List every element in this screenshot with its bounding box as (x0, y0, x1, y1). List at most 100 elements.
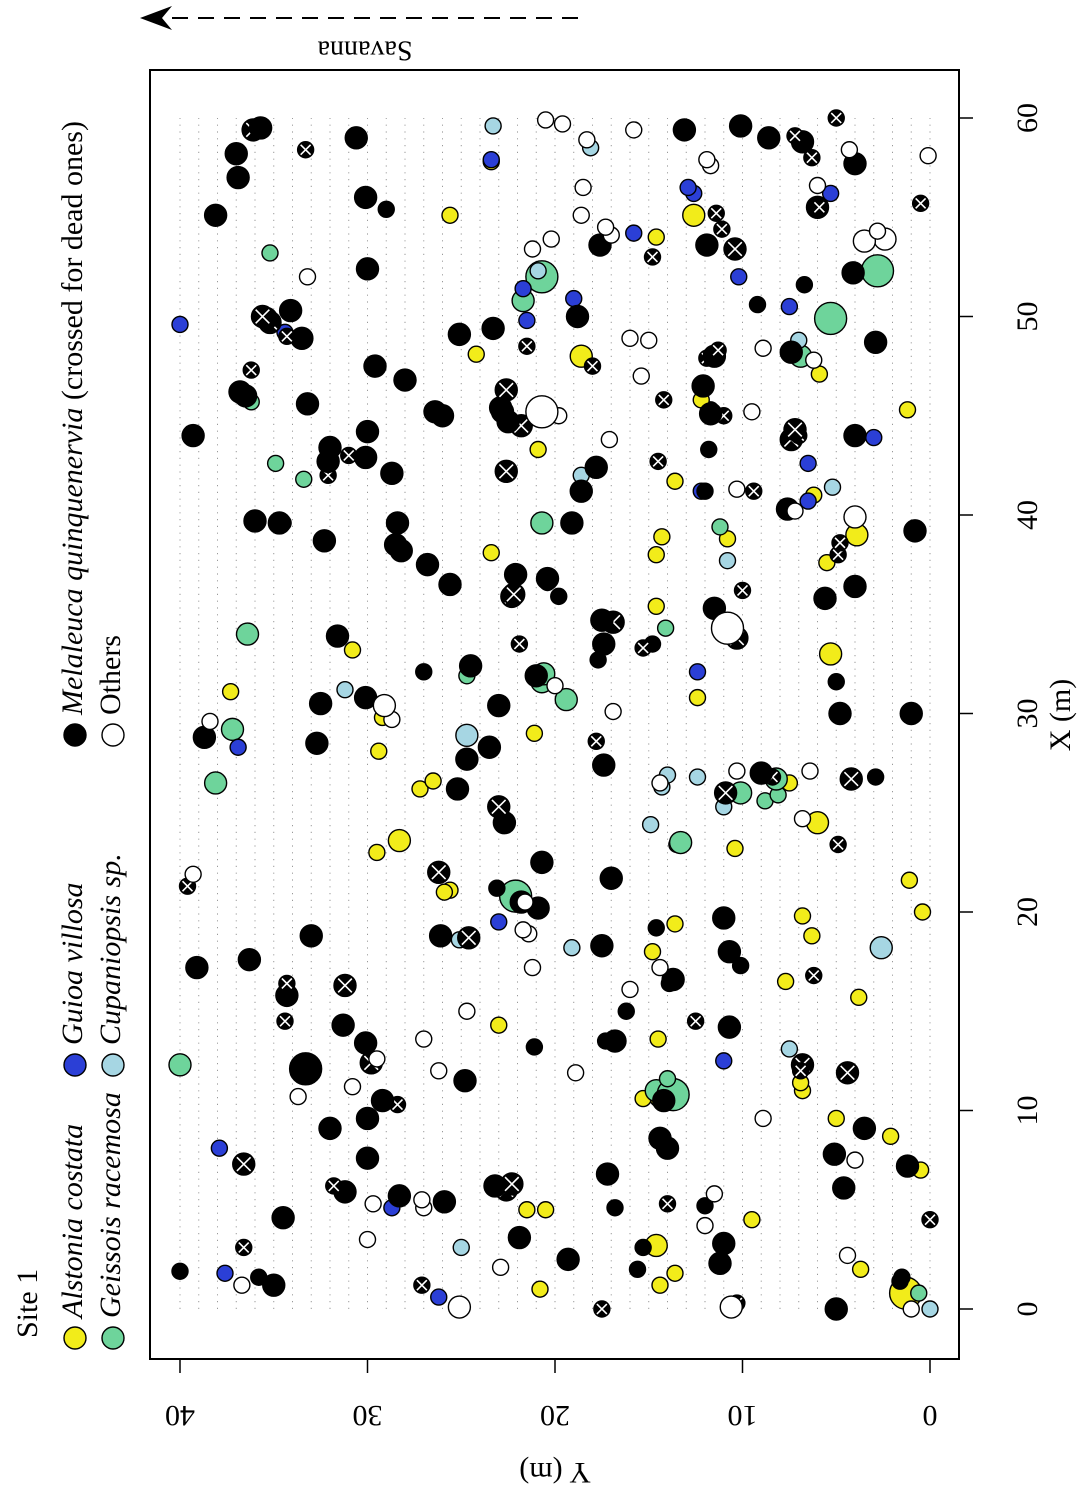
others-point (491, 1258, 510, 1277)
alstonia-point (803, 927, 821, 945)
dead-cross-mark (506, 587, 522, 602)
dead-cross-mark (337, 978, 353, 993)
dead-cross-mark (806, 152, 818, 164)
alstonia-point (411, 780, 429, 798)
melaleuca-point (488, 879, 506, 897)
others-point (604, 702, 622, 721)
others-point (621, 329, 639, 348)
melaleuca-point (592, 753, 616, 777)
cupaniopsis-point (563, 939, 581, 957)
melaleuca-point (363, 354, 387, 378)
y-tick-label: 40 (165, 1399, 195, 1432)
guioa-point (799, 454, 817, 473)
others-point (852, 229, 877, 253)
others-point (754, 1109, 772, 1128)
melaleuca-point (661, 967, 685, 992)
dead-cross-mark (590, 735, 602, 747)
cupaniopsis-point (455, 723, 479, 748)
melaleuca-point (634, 1238, 652, 1257)
melaleuca-point (606, 1199, 624, 1217)
alstonia-point (682, 203, 706, 227)
melaleuca-point (757, 126, 781, 150)
dead-cross-mark (915, 197, 927, 209)
geissois-point (168, 1053, 192, 1077)
dead-cross-mark (431, 864, 447, 880)
melaleuca-point (843, 574, 867, 599)
cupaniopsis-point (452, 1238, 470, 1257)
melaleuca-point (647, 919, 665, 937)
dead-cross-mark (279, 1015, 291, 1027)
melaleuca-point (181, 423, 205, 448)
alstonia-point (649, 1030, 667, 1048)
guioa-point (625, 224, 643, 242)
alstonia-point (666, 1264, 684, 1282)
dead-cross-mark (343, 449, 355, 461)
others-point (705, 1185, 724, 1203)
geissois-point (261, 244, 279, 262)
alstonia-point (441, 206, 459, 224)
others-point (546, 677, 564, 695)
cupaniopsis-point (641, 815, 660, 834)
alstonia-point (653, 528, 671, 546)
alstonia-point (651, 1276, 669, 1294)
alstonia-point (518, 1201, 536, 1219)
others-point (542, 230, 560, 248)
dead-cross-mark (716, 223, 728, 235)
melaleuca-point (708, 1251, 732, 1276)
others-point (754, 339, 772, 357)
others-point (743, 403, 761, 421)
dead-cross-mark (652, 455, 664, 467)
melaleuca-point (550, 587, 568, 606)
dead-cross-mark (281, 977, 293, 989)
guioa-point (565, 289, 583, 308)
cupaniopsis-point (718, 551, 737, 570)
legend-label-cupaniopsis: Cupaniopsis sp. (94, 853, 127, 1045)
y-tick-label: 0 (923, 1399, 938, 1432)
others-point (651, 774, 669, 792)
melaleuca-point (728, 114, 753, 138)
savanna-label: Savanna (317, 35, 412, 66)
dead-cross-mark (924, 1214, 936, 1226)
alstonia-point (913, 903, 932, 921)
legend-marker-guioa (63, 1053, 87, 1077)
melaleuca-point (748, 295, 767, 314)
dead-cross-mark (813, 201, 825, 213)
y-axis-title: Y (m) (519, 1456, 590, 1489)
x-tick-label: 10 (1011, 1096, 1044, 1126)
melaleuca-point (312, 529, 337, 553)
legend-marker-cupaniopsis (101, 1053, 125, 1077)
cupaniopsis-point (780, 1040, 799, 1058)
melaleuca-point (415, 663, 433, 681)
melaleuca-point (712, 1231, 736, 1256)
melaleuca-point (841, 261, 865, 285)
others-point (184, 865, 202, 883)
others-point (840, 141, 859, 159)
alstonia-point (368, 843, 386, 862)
melaleuca-point (455, 747, 479, 771)
x-tick-label: 60 (1011, 103, 1044, 133)
alstonia-point (818, 642, 843, 666)
others-point (696, 1216, 714, 1235)
geissois-point (910, 1284, 928, 1302)
melaleuca-point (299, 924, 323, 948)
others-point (719, 1295, 743, 1319)
legend-entry-cupaniopsis: Cupaniopsis sp. (94, 853, 127, 1077)
dead-cross-mark (328, 1180, 340, 1192)
others-point (525, 395, 559, 429)
melaleuca-point (432, 1190, 457, 1214)
alstonia-point (435, 883, 454, 901)
melaleuca-point (672, 118, 697, 142)
others-point (372, 693, 397, 718)
cupaniopsis-point (823, 478, 842, 496)
others-point (846, 1151, 864, 1169)
alstonia-point (531, 1280, 549, 1298)
melaleuca-point (731, 956, 750, 975)
melaleuca-point (226, 165, 250, 190)
guioa-point (821, 184, 840, 203)
legend-entry-others: Others (94, 635, 127, 747)
guioa-point (799, 492, 817, 510)
dead-cross-mark (727, 241, 743, 257)
melaleuca-point (525, 1038, 544, 1056)
melaleuca-point (863, 330, 888, 355)
